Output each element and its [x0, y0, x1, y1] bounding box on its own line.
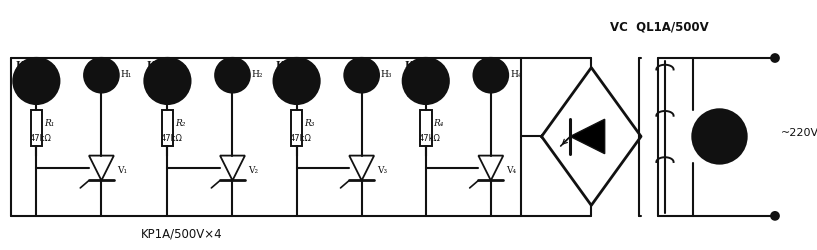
- Text: V₃: V₃: [377, 166, 387, 175]
- Text: 47kΩ: 47kΩ: [161, 134, 183, 142]
- Text: KR₄: KR₄: [404, 61, 426, 70]
- Text: R₁: R₁: [44, 118, 55, 127]
- Circle shape: [145, 59, 190, 104]
- Bar: [420, 110, 431, 146]
- Circle shape: [771, 212, 779, 220]
- Bar: [162, 110, 173, 146]
- Text: V₄: V₄: [507, 166, 516, 175]
- Text: V₁: V₁: [117, 166, 127, 175]
- Text: R₄: R₄: [434, 118, 444, 127]
- Text: 47kΩ: 47kΩ: [29, 134, 51, 142]
- Circle shape: [215, 59, 250, 93]
- Text: ~220V: ~220V: [781, 127, 817, 137]
- Text: VC  QL1A/500V: VC QL1A/500V: [610, 21, 709, 34]
- Text: KP1A/500V×4: KP1A/500V×4: [141, 227, 222, 240]
- Bar: [30, 110, 42, 146]
- Bar: [291, 110, 302, 146]
- Text: ∼: ∼: [714, 137, 725, 150]
- Circle shape: [84, 59, 118, 93]
- Circle shape: [693, 110, 746, 164]
- Text: KR₂: KR₂: [146, 61, 167, 70]
- Text: KR₁: KR₁: [16, 61, 36, 70]
- Text: 47kΩ: 47kΩ: [419, 134, 441, 142]
- Text: 47kΩ: 47kΩ: [290, 134, 312, 142]
- Polygon shape: [570, 120, 605, 154]
- Text: KR₃: KR₃: [275, 61, 297, 70]
- Circle shape: [274, 59, 319, 104]
- Polygon shape: [89, 156, 114, 181]
- Text: R₃: R₃: [304, 118, 315, 127]
- Polygon shape: [349, 156, 374, 181]
- Polygon shape: [479, 156, 503, 181]
- Text: H₁: H₁: [121, 70, 132, 78]
- Text: H₂: H₂: [252, 70, 263, 78]
- Circle shape: [13, 59, 60, 104]
- Text: H₃: H₃: [381, 70, 392, 78]
- Polygon shape: [220, 156, 245, 181]
- Text: V₂: V₂: [248, 166, 258, 175]
- Circle shape: [771, 55, 779, 62]
- Text: R₂: R₂: [175, 118, 185, 127]
- Circle shape: [403, 59, 449, 104]
- Text: M: M: [711, 125, 728, 139]
- Circle shape: [474, 59, 508, 93]
- Circle shape: [345, 59, 379, 93]
- Text: H₄: H₄: [510, 70, 521, 78]
